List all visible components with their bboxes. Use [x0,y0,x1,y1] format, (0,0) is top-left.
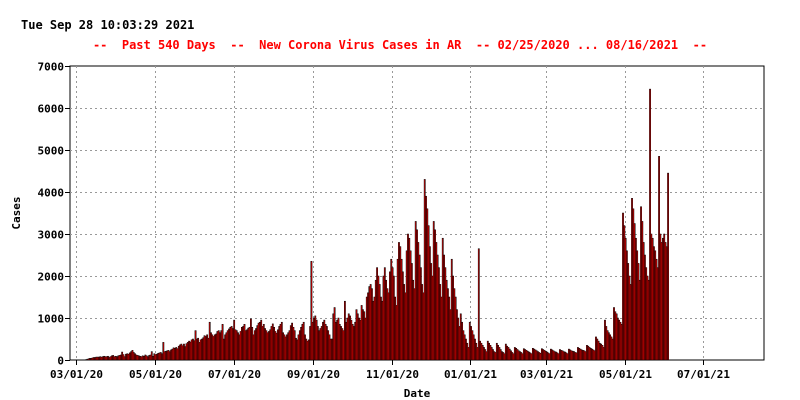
y-axis: 0 1000 2000 3000 4000 5000 6000 7000 [38,61,70,368]
y-tick-label: 2000 [38,271,65,284]
chart-title: -- Past 540 Days -- New Corona Virus Cas… [92,38,708,52]
y-tick-label: 6000 [38,103,65,116]
bar [477,248,480,361]
x-tick-label: 05/01/21 [599,368,652,381]
x-tick-label: 11/01/20 [366,368,419,381]
grid [70,66,764,360]
x-tick-label: 09/01/20 [287,368,340,381]
x-tick-label: 03/01/21 [520,368,573,381]
bars [85,88,669,361]
y-tick-label: 1000 [38,313,65,326]
y-tick-label: 4000 [38,187,65,200]
bar [667,172,669,361]
x-tick-label: 05/01/20 [129,368,182,381]
x-tick-label: 01/01/21 [444,368,497,381]
x-tick-label: 03/01/20 [50,368,103,381]
bar [150,351,153,361]
bar [162,342,165,361]
bar [649,88,651,361]
y-tick-label: 0 [57,355,64,368]
y-tick-label: 7000 [38,61,65,74]
x-tick-label: 07/01/20 [208,368,261,381]
y-axis-label: Cases [10,196,23,229]
x-axis-label: Date [404,387,431,400]
timestamp: Tue Sep 28 10:03:29 2021 [21,18,195,32]
y-tick-label: 5000 [38,145,65,158]
y-tick-label: 3000 [38,229,65,242]
x-tick-label: 07/01/21 [677,368,730,381]
x-axis: 03/01/20 05/01/20 07/01/20 09/01/20 11/01/20… [50,360,730,381]
bar [310,261,313,361]
